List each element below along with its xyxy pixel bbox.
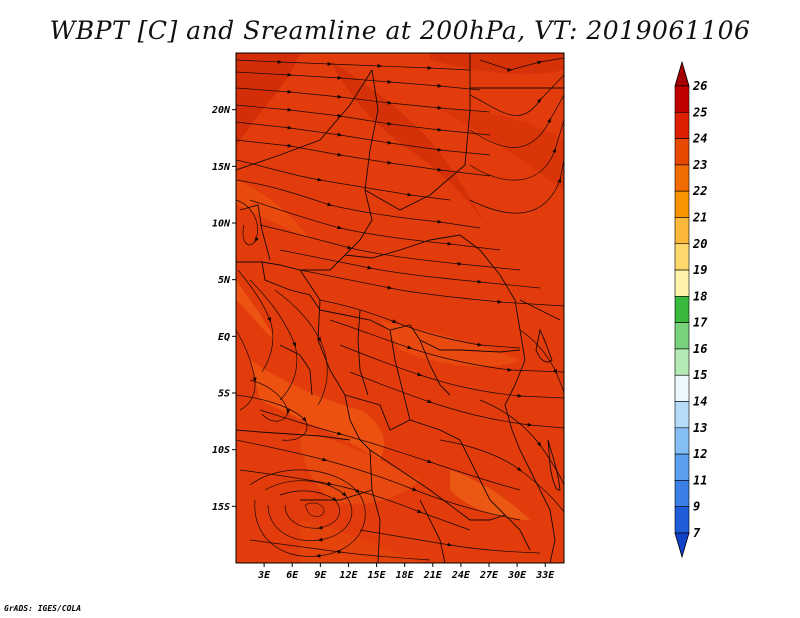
- colorbar-segment: [674, 138, 690, 166]
- lon-label: 27E: [479, 570, 499, 581]
- colorbar-segment: [674, 217, 690, 245]
- lon-label: 24E: [451, 570, 471, 581]
- colorbar-segment: [674, 269, 690, 297]
- grads-credit: GrADS: IGES/COLA: [4, 604, 82, 613]
- colorbar-segment: [674, 348, 690, 376]
- colorbar-label: 11: [693, 473, 707, 487]
- colorbar-label: 21: [692, 210, 707, 224]
- colorbar-label: 20: [692, 237, 707, 251]
- streamlines: [236, 57, 564, 561]
- map-title: WBPT [C] and Sreamline at 200hPa, VT: 20…: [49, 16, 751, 45]
- lon-label: 3E: [257, 570, 271, 581]
- colorbar-label: 26: [692, 79, 707, 93]
- lat-label: EQ: [218, 332, 230, 343]
- colorbar-label: 16: [693, 342, 707, 356]
- lat-label: 15S: [212, 502, 230, 513]
- colorbar-segment: [674, 401, 690, 429]
- lon-label: 30E: [507, 570, 527, 581]
- lon-label: 12E: [339, 570, 358, 581]
- colorbar-segment: [674, 85, 690, 113]
- colorbar-label: 22: [692, 184, 707, 198]
- lon-label: 33E: [535, 570, 555, 581]
- colorbar-top-arrow: [674, 60, 690, 87]
- longitude-axis: 3E 6E 9E 12E 15E 18E 21E 24E 27E 30E 33E: [257, 563, 555, 581]
- lat-label: 20N: [211, 105, 231, 116]
- colorbar-segment: [674, 480, 690, 508]
- colorbar-label: 23: [692, 158, 707, 172]
- colorbar-label: 13: [693, 421, 707, 435]
- lat-label: 10N: [212, 219, 231, 230]
- lat-label: 5S: [218, 389, 230, 400]
- map-frame: [235, 52, 565, 564]
- lon-label: 18E: [396, 570, 415, 581]
- colorbar-label: 14: [693, 395, 707, 409]
- latitude-axis: 20N 15N 10N 5N EQ 5S 10S 15S: [211, 105, 236, 513]
- lat-label: 10S: [212, 445, 230, 456]
- colorbar: 26 25 24 23 22 21 20 19 18 17 16 15 14 13 12 11 9 7: [674, 60, 708, 559]
- colorbar-segment: [674, 111, 690, 139]
- colorbar-label: 19: [693, 263, 707, 277]
- colorbar-segment: [674, 243, 690, 271]
- map-panel: [235, 52, 565, 564]
- colorbar-segment: [674, 164, 690, 192]
- colorbar-bottom-arrow: [674, 532, 690, 559]
- colorbar-segment: [674, 190, 690, 218]
- lat-label: 5N: [218, 275, 231, 286]
- colorbar-segment: [674, 322, 690, 350]
- colorbar-segment: [674, 296, 690, 323]
- colorbar-label: 12: [693, 447, 707, 461]
- colorbar-segment: [674, 427, 690, 455]
- colorbar-label: 7: [693, 526, 701, 540]
- colorbar-label: 24: [692, 132, 707, 146]
- lon-label: 21E: [423, 570, 443, 581]
- colorbar-segment: [674, 506, 690, 534]
- lon-label: 6E: [286, 570, 299, 581]
- colorbar-label: 9: [693, 500, 700, 514]
- colorbar-label: 18: [693, 289, 707, 303]
- colorbar-label: 15: [693, 368, 707, 382]
- colorbar-segment: [674, 453, 690, 481]
- lon-label: 15E: [368, 570, 387, 581]
- lon-label: 9E: [314, 570, 327, 581]
- colorbar-label: 25: [692, 105, 707, 119]
- colorbar-segment: [674, 374, 690, 402]
- lat-label: 15N: [212, 162, 231, 173]
- colorbar-label: 17: [693, 316, 708, 330]
